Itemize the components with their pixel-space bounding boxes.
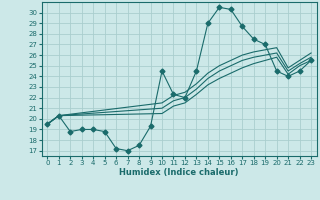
X-axis label: Humidex (Indice chaleur): Humidex (Indice chaleur) xyxy=(119,168,239,177)
